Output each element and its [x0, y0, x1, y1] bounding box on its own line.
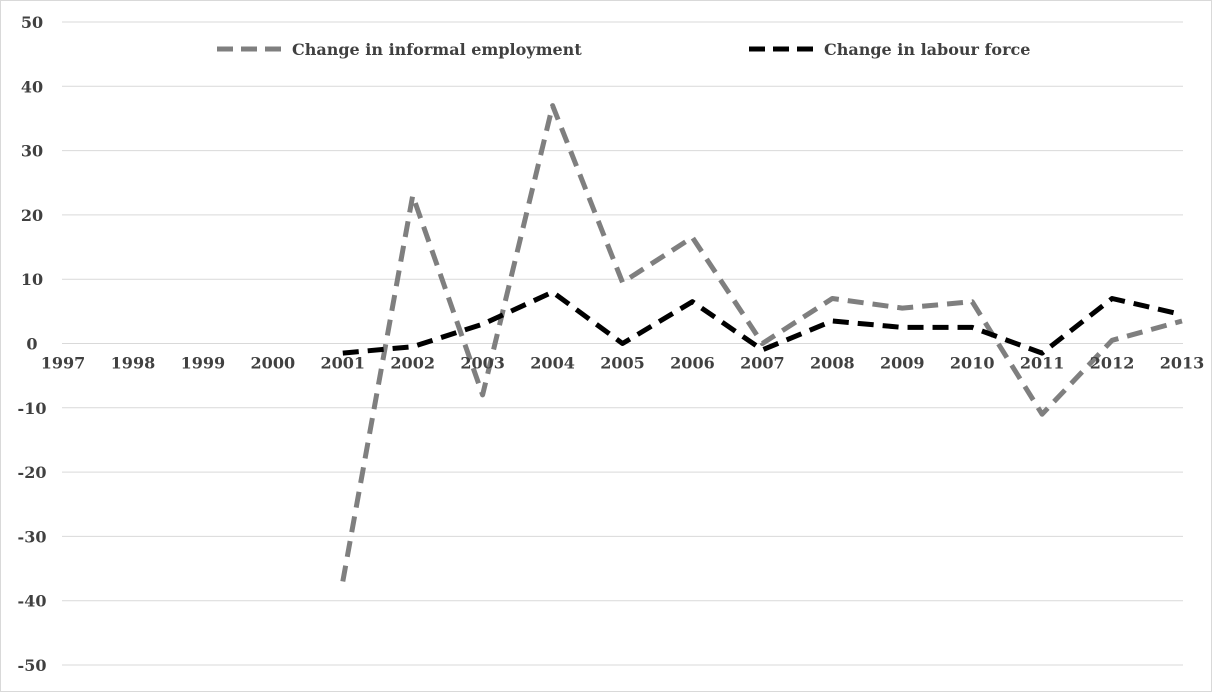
series-line-informal-employment — [340, 103, 1183, 582]
data-point — [1110, 338, 1115, 343]
data-point — [900, 306, 905, 311]
data-point — [970, 299, 975, 304]
data-point — [550, 103, 555, 108]
data-point — [970, 325, 975, 330]
x-tick-label: 2001 — [320, 354, 365, 373]
series-layer — [340, 103, 1185, 584]
data-point — [900, 325, 905, 330]
x-tick-label: 1998 — [111, 354, 156, 373]
x-tick-label: 2002 — [390, 354, 435, 373]
y-tick-label: 0 — [26, 335, 37, 354]
y-tick-label: 10 — [21, 270, 43, 289]
y-tick-label: 20 — [21, 206, 43, 225]
data-point — [550, 290, 555, 295]
x-tick-label: 2009 — [880, 354, 925, 373]
legend-label: Change in labour force — [824, 40, 1030, 59]
y-axis-ticks: 50 40 30 20 10 0 -10 -20 -30 -40 -50 — [18, 13, 47, 675]
series-line-labour-force — [342, 289, 1183, 356]
data-point — [830, 318, 835, 323]
legend: Change in informal employment Change in l… — [217, 40, 1030, 59]
data-point — [620, 341, 625, 346]
data-point — [480, 392, 485, 397]
data-point — [690, 299, 695, 304]
data-point — [1180, 318, 1185, 323]
data-point — [410, 193, 415, 198]
x-tick-label: 2003 — [460, 354, 505, 373]
y-tick-label: 30 — [21, 142, 43, 161]
data-point — [1180, 312, 1185, 317]
x-tick-label: 2004 — [530, 354, 575, 373]
y-tick-label: 40 — [21, 77, 43, 96]
data-point — [690, 235, 695, 240]
x-tick-label: 1997 — [41, 354, 86, 373]
data-point — [340, 579, 345, 584]
legend-label: Change in informal employment — [292, 40, 582, 59]
y-tick-label: -20 — [18, 463, 47, 482]
y-tick-label: -50 — [18, 656, 47, 675]
x-tick-label: 2006 — [670, 354, 715, 373]
y-tick-label: -10 — [18, 399, 47, 418]
x-tick-label: 2010 — [950, 354, 995, 373]
x-tick-label: 2007 — [740, 354, 785, 373]
data-point — [830, 296, 835, 301]
y-tick-label: -40 — [18, 592, 47, 611]
data-point — [760, 341, 765, 346]
x-tick-label: 2012 — [1090, 354, 1135, 373]
y-tick-label: 50 — [21, 13, 43, 32]
x-tick-label: 2000 — [251, 354, 296, 373]
x-tick-label: 1999 — [181, 354, 226, 373]
data-point — [480, 322, 485, 327]
data-point — [1040, 412, 1045, 417]
data-point — [760, 347, 765, 352]
y-tick-label: -30 — [18, 527, 47, 546]
x-tick-label: 2005 — [600, 354, 645, 373]
data-point — [620, 280, 625, 285]
data-point — [410, 344, 415, 349]
x-axis-ticks: 1997 1998 1999 2000 2001 2002 2003 2004 2005 2006… — [41, 354, 1205, 373]
data-point — [1110, 296, 1115, 301]
x-tick-label: 2008 — [810, 354, 855, 373]
x-tick-label: 2013 — [1160, 354, 1205, 373]
x-tick-label: 2011 — [1020, 354, 1065, 373]
